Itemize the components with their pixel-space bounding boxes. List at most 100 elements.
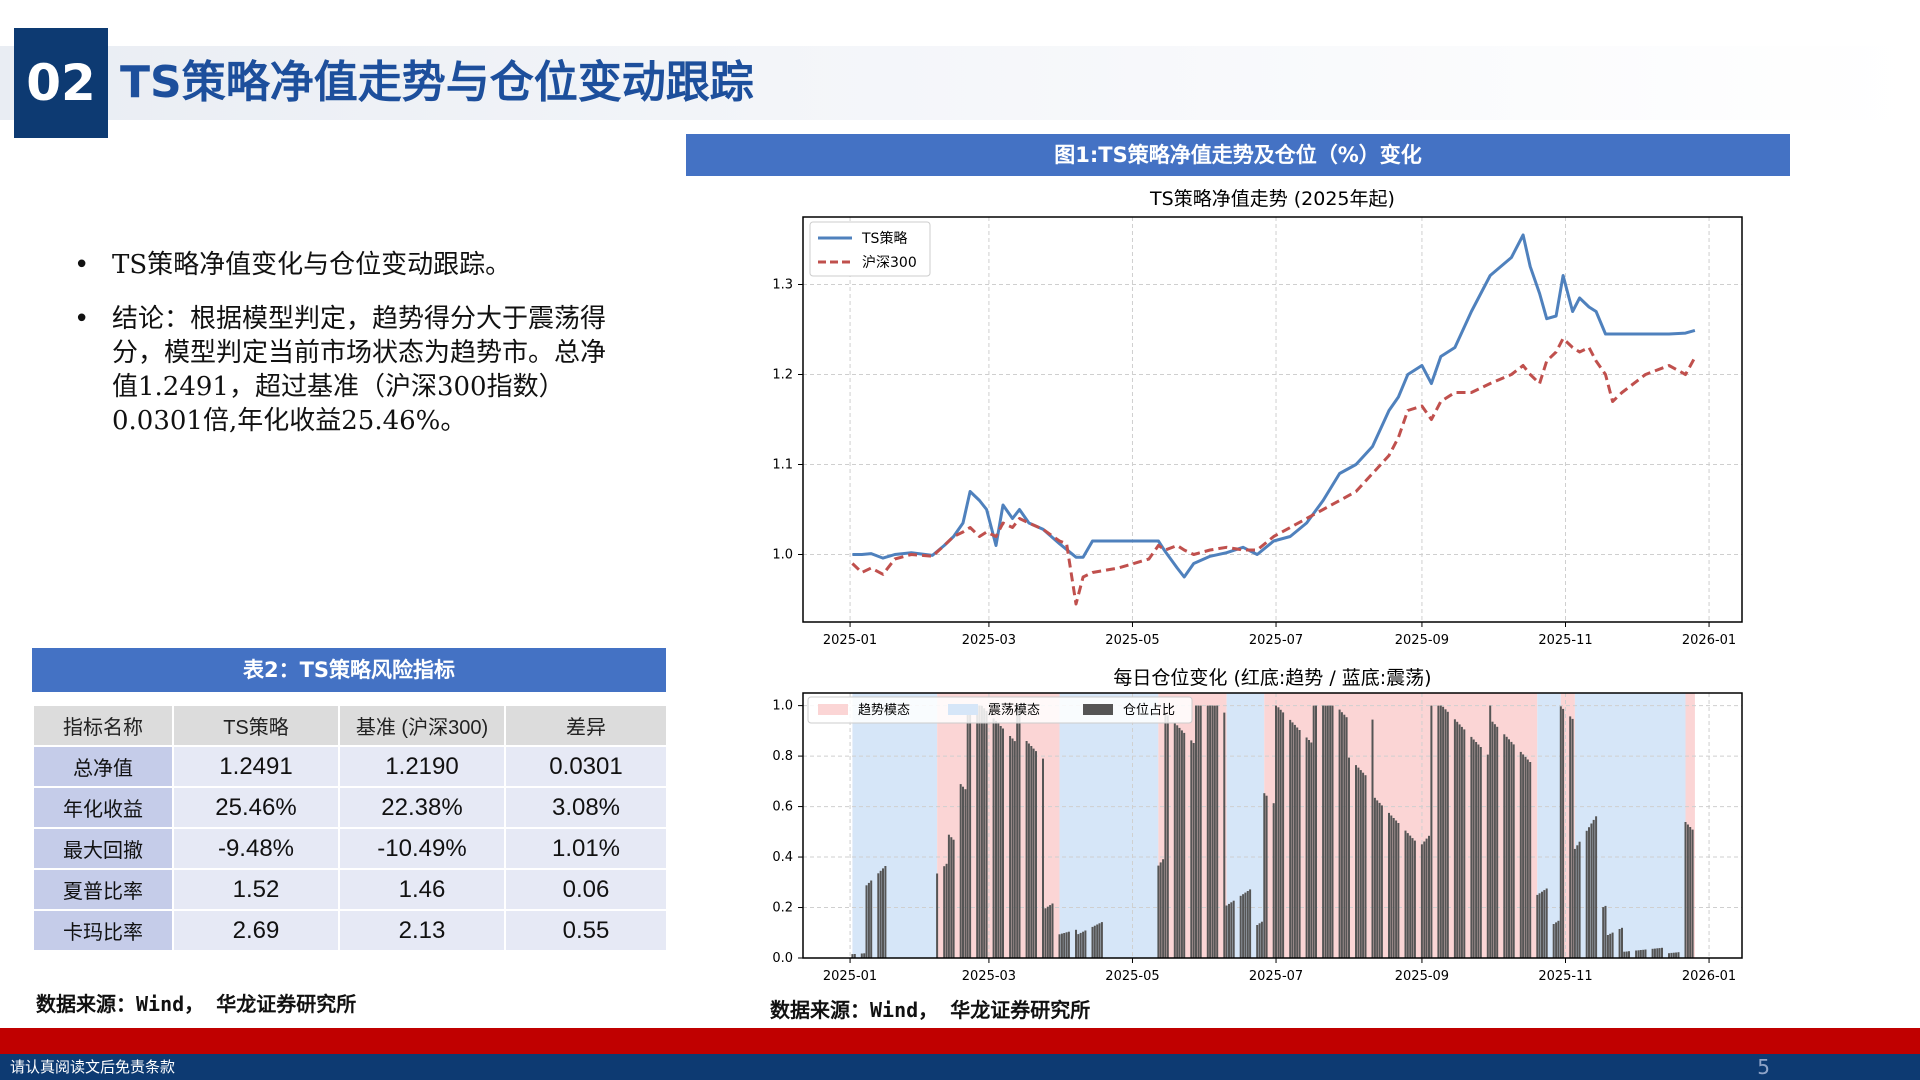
- position-x-tick-label: 2025-09: [1395, 969, 1449, 984]
- position-bar: [1293, 724, 1296, 958]
- position-bar: [1157, 865, 1160, 958]
- position-bar: [1651, 948, 1654, 958]
- position-bar: [1362, 772, 1365, 958]
- position-bar: [1162, 859, 1165, 958]
- position-x-tick-label: 2025-07: [1249, 969, 1303, 984]
- position-bar: [1672, 952, 1675, 958]
- position-bar: [1621, 927, 1623, 958]
- position-bar: [1508, 739, 1510, 958]
- position-bar: [1510, 741, 1513, 958]
- table-cell: 1.01%: [504, 827, 668, 870]
- position-bar: [1077, 934, 1080, 958]
- position-bar: [1176, 725, 1179, 958]
- position-bar: [1272, 803, 1275, 958]
- table-row: 总净值 1.2491 1.2190 0.0301: [32, 745, 668, 788]
- position-bar: [1592, 819, 1595, 958]
- position-bar: [1322, 705, 1325, 958]
- table-cell: 2.13: [338, 909, 506, 952]
- table-cell: -9.48%: [172, 827, 340, 870]
- position-bar: [1423, 841, 1426, 958]
- position-bar: [1246, 891, 1249, 958]
- position-bar: [966, 705, 969, 958]
- position-bar: [879, 870, 882, 958]
- position-bar: [1060, 933, 1063, 958]
- table-cell: 22.38%: [338, 786, 506, 829]
- position-bar: [1555, 922, 1558, 958]
- position-bar: [1035, 751, 1037, 958]
- position-bar: [1180, 730, 1183, 958]
- bullet-item-1: TS策略净值变化与仓位变动跟踪。: [72, 248, 612, 282]
- position-bar: [999, 726, 1002, 958]
- nav-y-tick-label: 1.3: [772, 278, 793, 293]
- position-bar: [1470, 736, 1473, 958]
- position-bar: [1032, 748, 1035, 958]
- position-bar: [884, 866, 887, 958]
- table-header-row: 指标名称 TS策略 基准 (沪深300) 差异: [32, 704, 668, 747]
- position-bar: [1291, 722, 1294, 958]
- position-bar: [1359, 770, 1362, 958]
- position-bar: [1590, 823, 1593, 958]
- position-bar: [1355, 765, 1357, 958]
- position-bar: [1018, 705, 1021, 958]
- position-bar: [1460, 726, 1463, 958]
- position-bar: [1420, 844, 1423, 958]
- position-bar: [1618, 929, 1621, 958]
- position-bar: [1183, 732, 1186, 958]
- position-bar: [992, 718, 995, 958]
- position-bar: [947, 834, 950, 958]
- position-bar: [1456, 721, 1459, 958]
- position-bar: [1557, 920, 1560, 958]
- figure-title: 图1:TS策略净值走势及仓位（%）变化: [686, 134, 1790, 176]
- position-bar: [1653, 948, 1656, 958]
- column-header: 差异: [504, 704, 668, 747]
- title-bar: [0, 46, 1920, 120]
- table-cell: 1.2491: [172, 745, 340, 788]
- position-bar: [1628, 951, 1630, 958]
- position-bar: [1082, 931, 1085, 958]
- table-row: 卡玛比率 2.69 2.13 0.55: [32, 909, 668, 952]
- position-bar: [1675, 952, 1678, 958]
- position-bar: [1049, 905, 1052, 958]
- position-legend-swatch: [948, 704, 978, 715]
- risk-table: 指标名称 TS策略 基准 (沪深300) 差异 总净值 1.2491 1.219…: [32, 704, 668, 952]
- position-bar: [1595, 816, 1598, 958]
- bullet-item-2: 结论：根据模型判定，趋势得分大于震荡得分，模型判定当前市场状态为趋势市。总净值1…: [72, 302, 612, 438]
- position-bar: [1578, 841, 1581, 958]
- nav-x-tick-label: 2025-01: [823, 633, 877, 648]
- position-bar: [1477, 744, 1480, 958]
- position-bar: [1602, 907, 1605, 958]
- position-bar: [1305, 737, 1308, 958]
- position-bar: [1493, 724, 1496, 958]
- position-bar: [1016, 705, 1019, 958]
- left-data-source: 数据来源：Wind， 华龙证券研究所: [36, 992, 357, 1016]
- position-bar: [860, 953, 863, 958]
- position-bar: [1463, 729, 1466, 958]
- position-bar: [976, 705, 979, 958]
- position-bar: [1606, 935, 1609, 958]
- position-bar: [1684, 822, 1687, 958]
- column-header: TS策略: [172, 704, 340, 747]
- position-bar: [1329, 705, 1332, 958]
- position-bar: [1282, 712, 1285, 958]
- position-bar: [1425, 838, 1428, 958]
- position-bar: [962, 786, 964, 958]
- position-bar: [1230, 902, 1233, 958]
- position-bar: [1404, 830, 1407, 958]
- table-cell: 0.0301: [504, 745, 668, 788]
- nav-legend-label: 沪深300: [862, 255, 917, 271]
- nav-x-tick-label: 2025-07: [1249, 633, 1303, 648]
- position-bar: [1536, 894, 1539, 958]
- position-bar: [1526, 759, 1529, 958]
- position-bar: [936, 873, 939, 958]
- position-legend-swatch: [818, 704, 848, 715]
- nav-x-tick-label: 2025-03: [962, 633, 1016, 648]
- position-bar: [1446, 711, 1449, 958]
- position-bar: [1639, 950, 1642, 958]
- position-bar: [1569, 716, 1572, 958]
- position-bar: [1206, 705, 1209, 958]
- position-x-tick-label: 2025-05: [1105, 969, 1159, 984]
- position-y-tick-label: 0.6: [772, 800, 793, 815]
- column-header: 基准 (沪深300): [338, 704, 506, 747]
- position-bar: [1063, 933, 1066, 958]
- position-bar: [1173, 722, 1176, 958]
